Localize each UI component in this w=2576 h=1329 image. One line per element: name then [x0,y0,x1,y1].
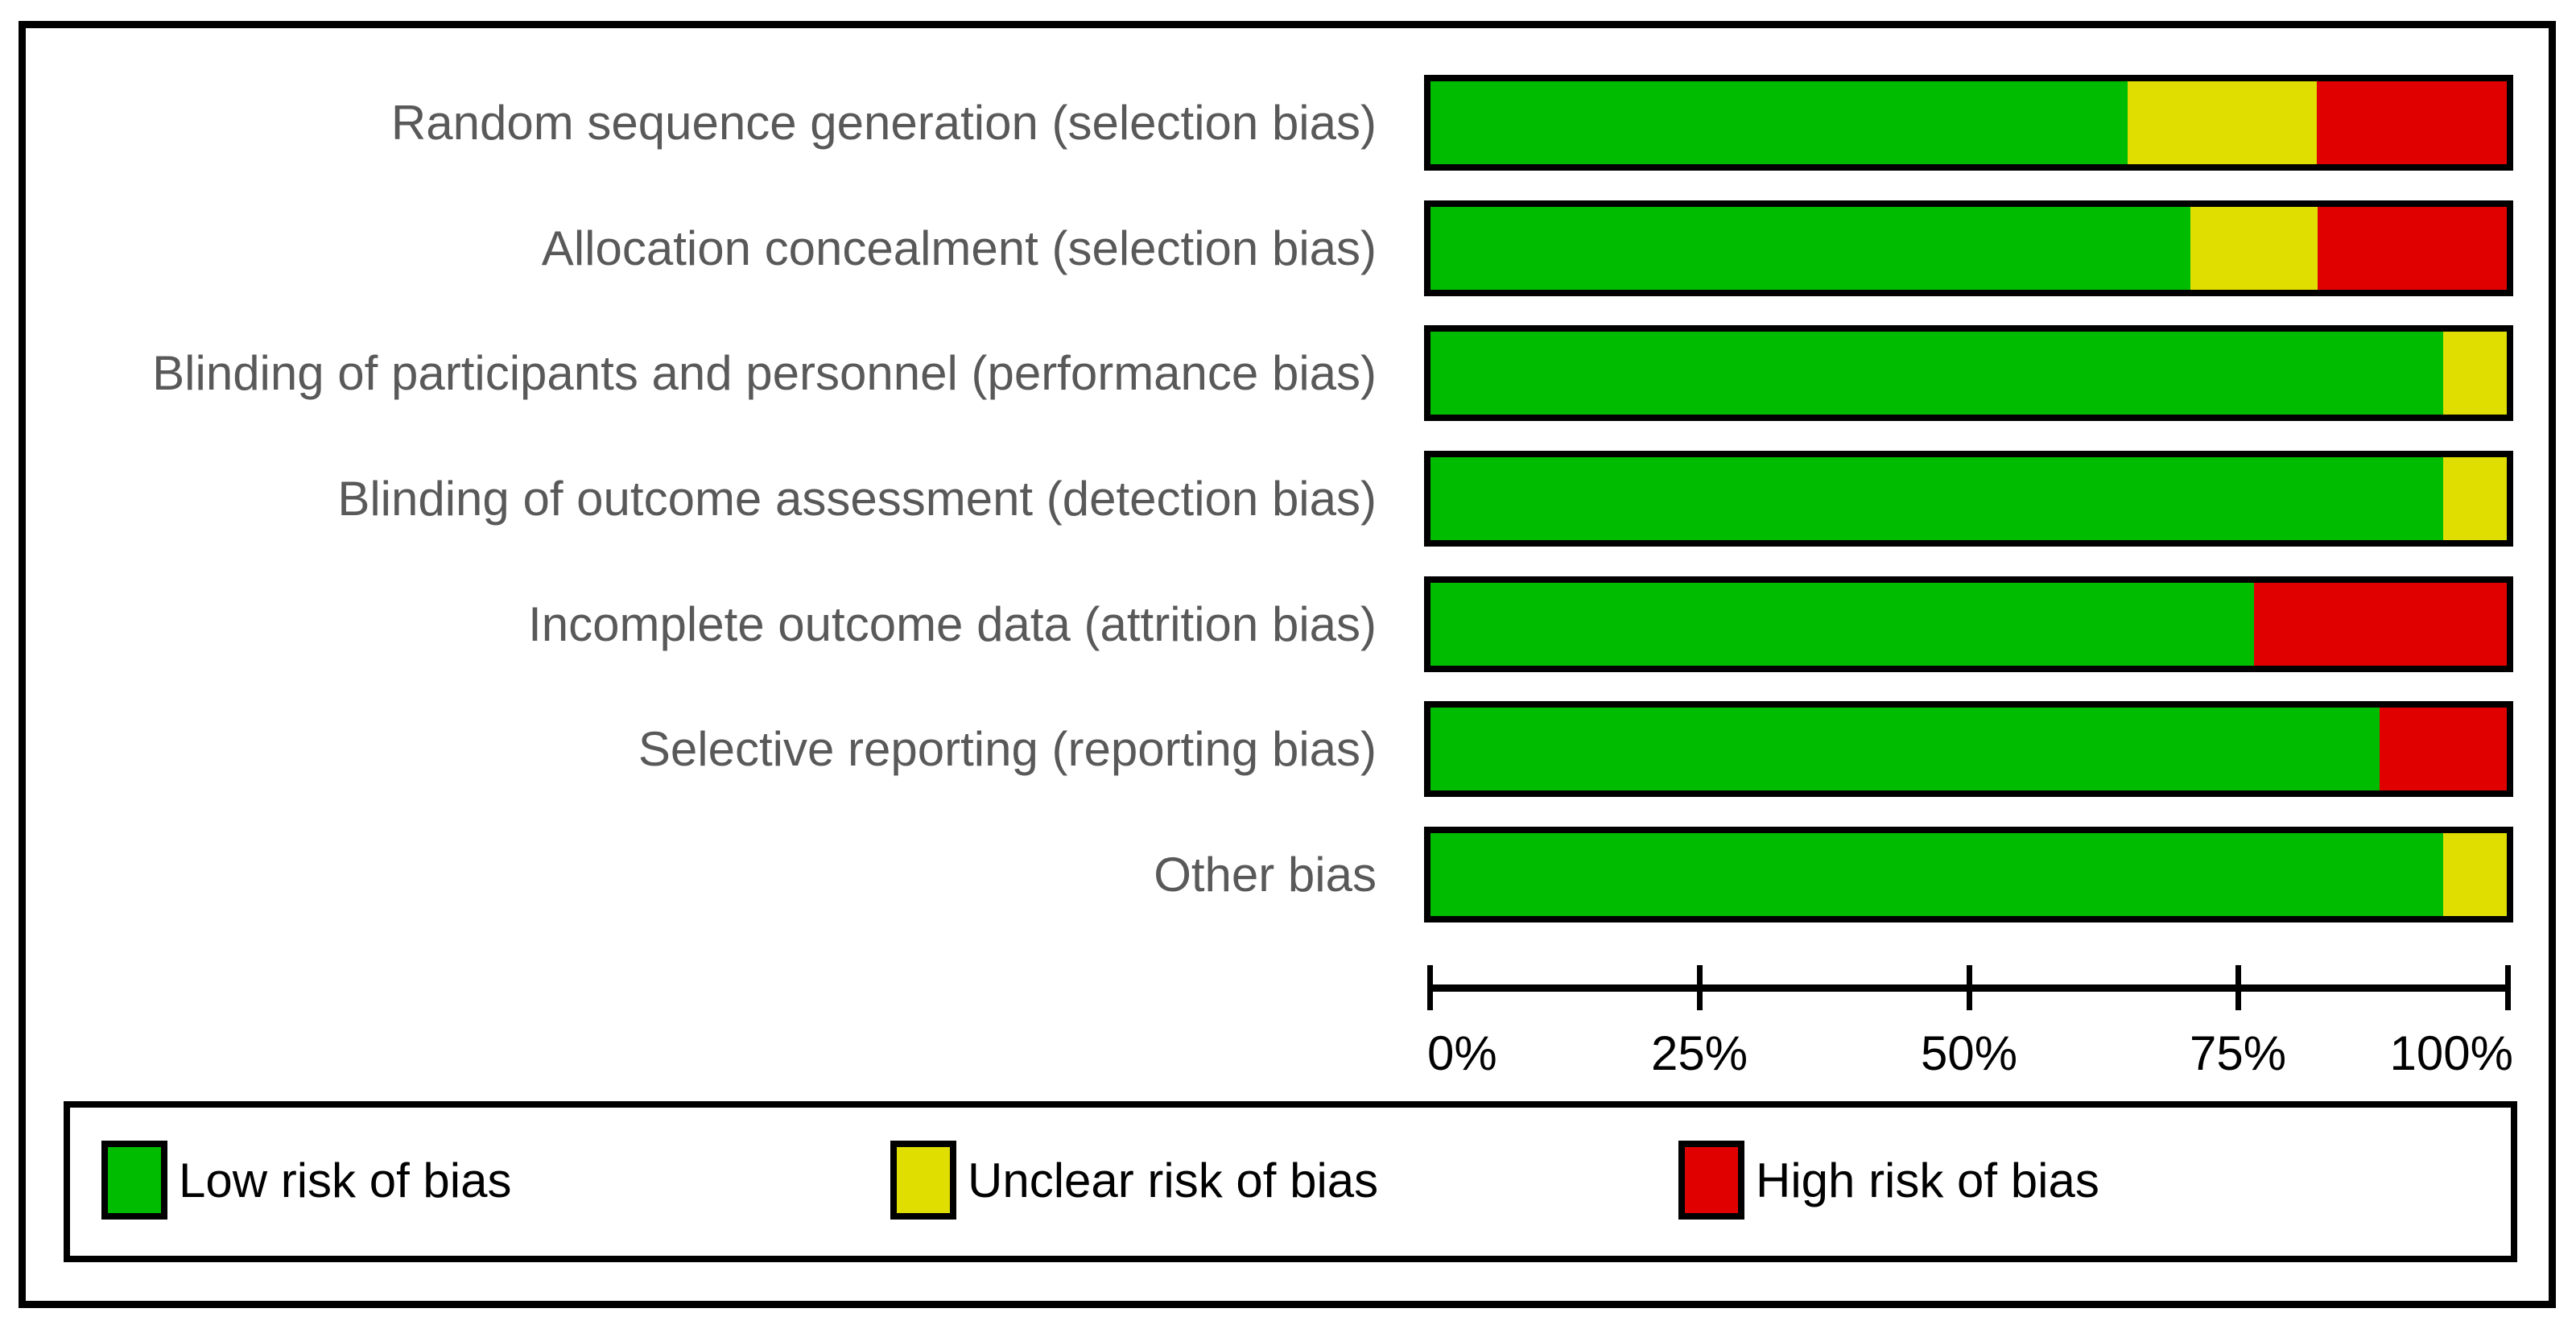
bar-segment-unclear-risk-of-bias [2443,332,2507,415]
bar-segment-high-risk-of-bias [2317,207,2507,290]
legend-box: Low risk of bias Unclear risk of bias Hi… [64,1101,2517,1262]
x-axis-tick-50 [1967,965,1972,1010]
stacked-bar-blinding-outcome [1424,451,2513,547]
x-axis-tick-75 [2235,965,2241,1010]
bar-segment-low-risk-of-bias [1430,833,2444,916]
x-axis-tick-25 [1697,965,1703,1010]
x-axis-label-100: 100% [2389,1026,2513,1080]
bar-segment-high-risk-of-bias [2380,708,2507,790]
bar-segment-low-risk-of-bias [1430,457,2444,540]
stacked-bar-other-bias [1424,827,2513,922]
bar-segment-unclear-risk-of-bias [2443,457,2507,540]
legend-swatch-high-risk [1678,1141,1744,1220]
x-axis-tick-100 [2505,965,2511,1010]
bar-segment-unclear-risk-of-bias [2127,81,2318,164]
bar-segment-low-risk-of-bias [1430,583,2254,666]
bar-segment-low-risk-of-bias [1430,81,2128,164]
legend-swatch-low-risk [101,1141,167,1220]
row-label-blinding-outcome: Blinding of outcome assessment (detectio… [337,472,1377,526]
row-label-random-sequence: Random sequence generation (selection bi… [390,96,1377,150]
bar-segment-low-risk-of-bias [1430,332,2444,415]
x-axis-label-50: 50% [1920,1026,2018,1080]
bar-segment-high-risk-of-bias [2253,583,2507,666]
x-axis-label-25: 25% [1650,1026,1748,1080]
stacked-bar-selective-reporting [1424,701,2513,797]
stacked-bar-random-sequence [1424,75,2513,171]
bar-segment-unclear-risk-of-bias [2443,833,2507,916]
legend-item-unclear-risk: Unclear risk of bias [890,1141,1378,1220]
x-axis-label-0: 0% [1427,1026,1497,1080]
legend-item-high-risk: High risk of bias [1678,1141,2099,1220]
row-label-selective-reporting: Selective reporting (reporting bias) [638,722,1377,776]
x-axis-tick-0 [1427,965,1433,1010]
bar-segment-low-risk-of-bias [1430,708,2380,790]
legend-label-low-risk: Low risk of bias [179,1153,512,1207]
legend-label-unclear-risk: Unclear risk of bias [968,1153,1379,1207]
legend-item-low-risk: Low risk of bias [101,1141,512,1220]
row-label-blinding-participants: Blinding of participants and personnel (… [152,346,1377,400]
figure-frame [19,21,2556,1308]
bar-segment-unclear-risk-of-bias [2190,207,2318,290]
legend-label-high-risk: High risk of bias [1756,1153,2099,1207]
legend-swatch-unclear-risk [890,1141,956,1220]
bar-segment-high-risk-of-bias [2317,81,2507,164]
bar-segment-low-risk-of-bias [1430,207,2190,290]
stacked-bar-incomplete-outcome [1424,576,2513,672]
row-label-incomplete-outcome: Incomplete outcome data (attrition bias) [528,597,1377,651]
row-label-allocation-concealment: Allocation concealment (selection bias) [541,221,1377,275]
stacked-bar-blinding-participants [1424,325,2513,421]
stacked-bar-allocation-concealment [1424,200,2513,296]
x-axis-label-75: 75% [2189,1026,2287,1080]
row-label-other-bias: Other bias [1154,848,1377,902]
